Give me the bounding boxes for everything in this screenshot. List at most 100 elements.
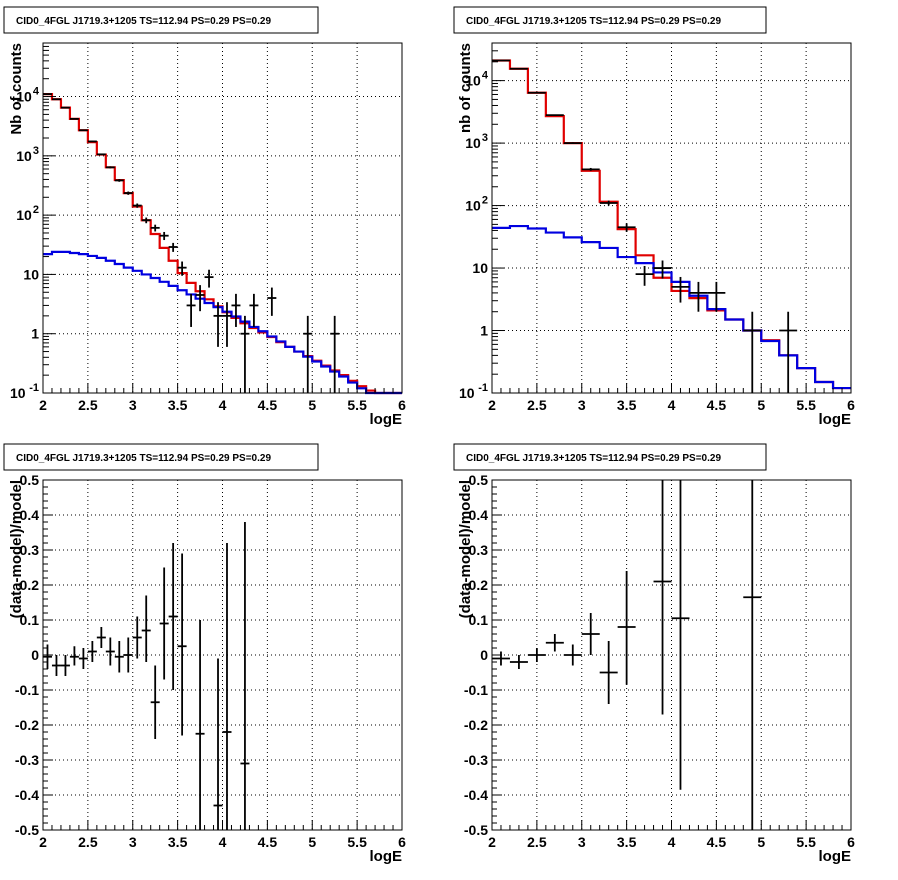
- y-tick-label-3: -0.2: [464, 717, 488, 733]
- y-tick-label-4: 10: [465, 135, 481, 151]
- x-tick-label-7: 5.5: [347, 834, 367, 850]
- title-frame: [3, 6, 319, 34]
- y-tick-label-1: 1: [480, 323, 488, 339]
- x-tick-label-2: 3: [578, 397, 586, 413]
- x-tick-label-3: 3.5: [617, 397, 637, 413]
- y-tick-label-exp-4: 3: [33, 145, 39, 157]
- x-tick-label-0: 2: [39, 397, 47, 413]
- title-frame: [453, 443, 767, 471]
- y-tick-label-2: -0.3: [15, 752, 39, 768]
- y-tick-label-8: 0.3: [469, 542, 489, 558]
- y-tick-label-7: 0.2: [20, 577, 40, 593]
- y-tick-label-exp-4: 3: [482, 132, 488, 144]
- x-tick-label-5: 4.5: [707, 834, 727, 850]
- x-tick-label-7: 5.5: [796, 834, 816, 850]
- x-tick-label-8: 6: [847, 834, 855, 850]
- x-tick-label-2: 3: [129, 397, 137, 413]
- x-tick-label-4: 4: [219, 834, 227, 850]
- x-tick-label-1: 2.5: [527, 834, 547, 850]
- y-tick-label-7: 0.2: [469, 577, 489, 593]
- x-tick-label-0: 2: [488, 834, 496, 850]
- y-axis: -0.5 -0.4 -0.3 -0.2 -0.1 0 0.1 0.2 0.3 0.4 0.5(dat…: [457, 472, 502, 838]
- x-tick-label-5: 4.5: [707, 397, 727, 413]
- y-tick-label-2: 10: [472, 260, 488, 276]
- y-tick-label-exp-0: -1: [29, 382, 39, 394]
- plot-area: [492, 480, 851, 830]
- x-axis-label: logE: [370, 848, 403, 865]
- y-tick-label-6: 0.1: [20, 612, 40, 628]
- x-tick-label-0: 2: [39, 834, 47, 850]
- x-tick-label-4: 4: [668, 834, 676, 850]
- y-tick-label-exp-3: 2: [33, 204, 39, 216]
- chart-title-box: CID0_4FGL J1719.3+1205 TS=112.94 PS=0.29…: [3, 6, 319, 34]
- x-tick-label-6: 5: [757, 397, 765, 413]
- y-tick-label-2: -0.3: [464, 752, 488, 768]
- title-frame: [453, 6, 767, 34]
- y-tick-label-4: -0.1: [464, 682, 488, 698]
- x-tick-label-8: 6: [398, 834, 406, 850]
- x-tick-label-1: 2.5: [527, 397, 547, 413]
- x-tick-label-7: 5.5: [796, 397, 816, 413]
- data-points: [491, 480, 762, 830]
- y-axis: -0.5 -0.4 -0.3 -0.2 -0.1 0 0.1 0.2 0.3 0.4 0.5(dat…: [8, 472, 53, 838]
- x-tick-label-5: 4.5: [258, 834, 278, 850]
- x-tick-label-3: 3.5: [617, 834, 637, 850]
- y-tick-label-9: 0.4: [20, 507, 40, 523]
- panel-3: CID0_4FGL J1719.3+1205 TS=112.94 PS=0.29…: [3, 443, 406, 865]
- data-points: [43, 93, 340, 393]
- y-tick-label-0: -0.5: [464, 822, 488, 838]
- chart-title: CID0_4FGL J1719.3+1205 TS=112.94 PS=0.29…: [16, 453, 271, 464]
- plot-area: [492, 43, 851, 393]
- y-tick-label-5: 10: [16, 89, 32, 105]
- x-tick-label-4: 4: [668, 397, 676, 413]
- x-tick-label-0: 2: [488, 397, 496, 413]
- plot-area: [43, 480, 402, 830]
- data-points: [42, 522, 250, 830]
- y-tick-label-exp-5: 4: [482, 70, 489, 82]
- y-axis-label: Nb of counts: [8, 43, 25, 135]
- x-tick-label-4: 4: [219, 397, 227, 413]
- y-tick-label-exp-0: -1: [478, 382, 488, 394]
- x-tick-label-1: 2.5: [78, 834, 98, 850]
- chart-title-box: CID0_4FGL J1719.3+1205 TS=112.94 PS=0.29…: [453, 6, 767, 34]
- y-tick-label-6: 0.1: [469, 612, 489, 628]
- x-tick-label-6: 5: [308, 834, 316, 850]
- panel-4: CID0_4FGL J1719.3+1205 TS=112.94 PS=0.29…: [453, 443, 855, 865]
- x-axis-label: logE: [819, 411, 852, 428]
- title-frame: [3, 443, 319, 471]
- y-tick-label-3: -0.2: [15, 717, 39, 733]
- y-tick-label-4: -0.1: [15, 682, 39, 698]
- chart-title: CID0_4FGL J1719.3+1205 TS=112.94 PS=0.29…: [16, 16, 271, 27]
- y-tick-label-0: -0.5: [15, 822, 39, 838]
- x-tick-label-6: 5: [308, 397, 316, 413]
- x-tick-label-2: 3: [578, 834, 586, 850]
- chart-title-box: CID0_4FGL J1719.3+1205 TS=112.94 PS=0.29…: [453, 443, 767, 471]
- chart-title: CID0_4FGL J1719.3+1205 TS=112.94 PS=0.29…: [466, 453, 721, 464]
- y-tick-label-3: 10: [465, 198, 481, 214]
- y-tick-label-5: 0: [480, 647, 488, 663]
- y-tick-label-exp-5: 4: [33, 86, 40, 98]
- y-tick-label-0: 10: [10, 385, 26, 401]
- chart-title: CID0_4FGL J1719.3+1205 TS=112.94 PS=0.29…: [466, 16, 721, 27]
- y-tick-label-9: 0.4: [469, 507, 489, 523]
- y-tick-label-5: 10: [465, 73, 481, 89]
- y-tick-label-0: 10: [459, 385, 475, 401]
- x-axis-label: logE: [370, 411, 403, 428]
- y-tick-label-4: 10: [16, 148, 32, 164]
- y-tick-label-1: -0.4: [15, 787, 39, 803]
- y-tick-label-exp-3: 2: [482, 195, 488, 207]
- x-tick-label-5: 4.5: [258, 397, 278, 413]
- x-tick-label-7: 5.5: [347, 397, 367, 413]
- y-axis-label: (data-model)/model: [457, 480, 474, 618]
- y-tick-label-8: 0.3: [20, 542, 40, 558]
- y-tick-label-3: 10: [16, 207, 32, 223]
- y-tick-label-2: 10: [23, 266, 39, 282]
- x-tick-label-2: 3: [129, 834, 137, 850]
